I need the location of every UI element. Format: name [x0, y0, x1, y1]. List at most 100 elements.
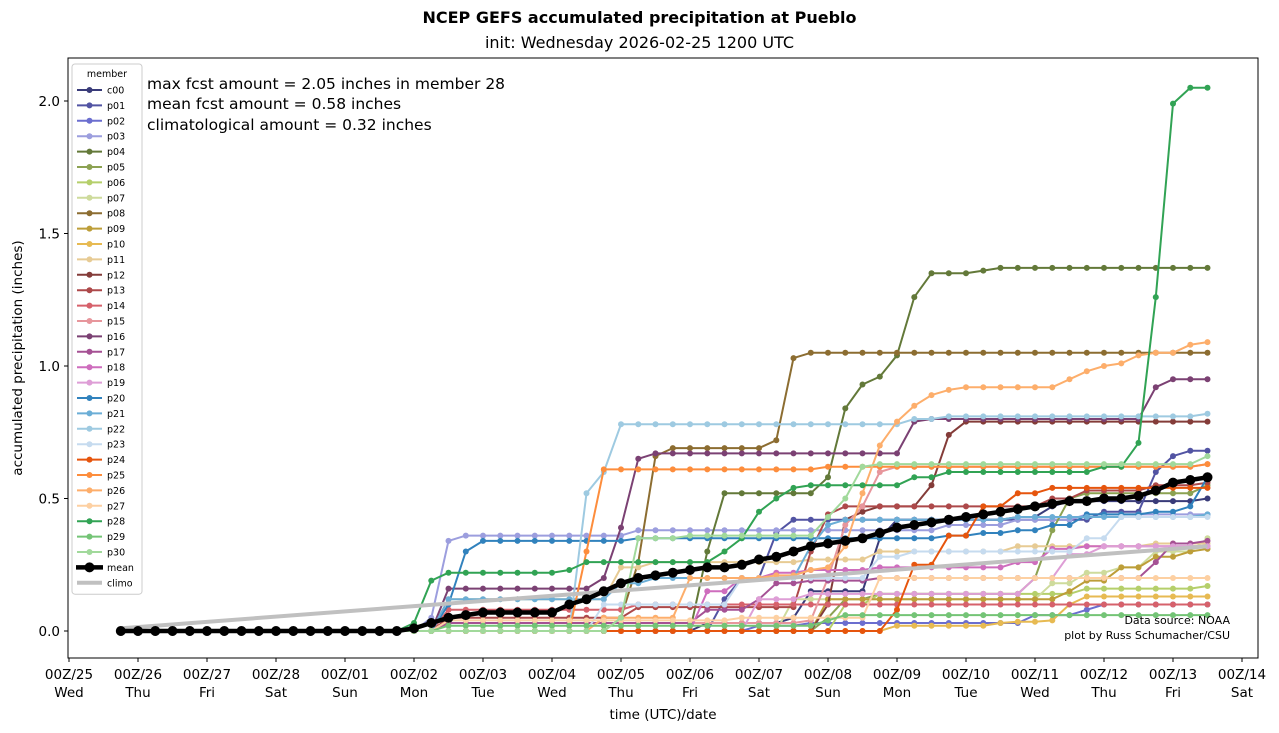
point-p25-30: [635, 466, 642, 473]
point-p16-35: [721, 450, 728, 457]
point-p25-37: [756, 466, 762, 473]
point-p30-19: [445, 628, 452, 634]
point-p25-41: [825, 463, 831, 470]
point-p08-48: [945, 349, 952, 356]
point-p03-43: [859, 527, 866, 534]
point-p26-59: [1135, 352, 1142, 359]
point-p29-46: [911, 612, 918, 619]
point-p22-33: [687, 421, 693, 428]
point-p21-53: [1032, 514, 1038, 520]
point-mean-53: [1030, 501, 1040, 512]
point-mean-41: [823, 538, 833, 549]
point-mean-45: [892, 522, 902, 533]
point-p30-23: [514, 628, 521, 634]
point-p23-62: [1187, 514, 1194, 520]
legend-marker: [86, 241, 93, 247]
legend-item-p08: p08: [77, 209, 125, 220]
point-p16-39: [790, 450, 797, 457]
point-mean-7: [236, 626, 247, 636]
point-p28-25: [549, 569, 555, 576]
point-mean-26: [564, 599, 575, 610]
point-p23-57: [1101, 535, 1107, 542]
point-p28-49: [963, 469, 969, 475]
point-p29-53: [1032, 612, 1038, 619]
point-p24-54: [1049, 484, 1056, 491]
point-p11-52: [1014, 543, 1021, 550]
x-tick-label: 00Z/25: [45, 667, 93, 683]
point-p10-46: [911, 622, 918, 629]
point-p03-20: [462, 532, 469, 539]
point-p25-33: [687, 466, 693, 473]
point-p26-58: [1118, 360, 1125, 367]
legend-label: p19: [107, 378, 125, 389]
legend-marker: [86, 117, 93, 124]
point-p06-61: [1170, 585, 1176, 592]
point-p23-34: [704, 601, 711, 608]
point-mean-59: [1133, 490, 1144, 501]
point-mean-43: [857, 533, 868, 544]
point-p26-52: [1014, 384, 1021, 391]
point-p08-55: [1066, 349, 1073, 356]
point-mean-55: [1064, 496, 1075, 507]
legend-marker: [86, 502, 93, 509]
point-p03-24: [531, 532, 538, 539]
point-p09-47: [928, 596, 935, 603]
point-p23-51: [997, 548, 1004, 555]
point-p08-53: [1032, 349, 1038, 356]
point-p24-43: [859, 628, 866, 634]
point-p04-55: [1066, 264, 1073, 271]
point-p26-48: [945, 386, 952, 393]
legend-label: p08: [107, 209, 125, 220]
point-p26-57: [1101, 363, 1107, 369]
point-p25-42: [842, 463, 849, 470]
point-p04-42: [842, 405, 849, 412]
point-p29-34: [704, 622, 711, 629]
point-p28-63: [1204, 84, 1211, 91]
legend-item-p22: p22: [77, 424, 125, 435]
point-p14-60: [1152, 601, 1159, 608]
point-p21-51: [997, 516, 1004, 523]
point-p27-22: [497, 617, 504, 624]
point-p25-34: [704, 466, 711, 473]
point-p19-39: [790, 596, 797, 603]
point-p20-21: [480, 537, 486, 544]
y-tick-label: 1.5: [39, 227, 60, 243]
point-p26-51: [997, 384, 1004, 391]
point-mean-14: [357, 626, 368, 636]
point-p16-38: [773, 450, 780, 457]
point-p24-56: [1083, 484, 1090, 491]
point-p18-34: [704, 588, 711, 595]
point-p16-28: [600, 575, 607, 581]
x-tick-label: 00Z/11: [1011, 667, 1059, 683]
point-p16-40: [807, 450, 814, 457]
legend-marker: [86, 333, 93, 340]
point-p06-58: [1118, 585, 1125, 592]
point-p25-63: [1204, 461, 1211, 468]
point-p27-59: [1135, 575, 1142, 581]
point-p03-50: [980, 522, 987, 528]
point-p03-49: [963, 522, 969, 528]
point-p27-36: [738, 614, 745, 621]
legend-label: p12: [107, 270, 125, 281]
point-p29-56: [1083, 612, 1090, 619]
legend-marker: [86, 225, 93, 232]
point-p30-57: [1101, 461, 1107, 468]
point-p08-54: [1049, 349, 1056, 356]
x-tick-day-label: Thu: [607, 685, 633, 701]
point-p29-62: [1187, 612, 1194, 619]
point-p08-39: [790, 355, 797, 362]
point-p21-42: [842, 516, 849, 523]
point-p26-49: [963, 384, 969, 391]
point-p27-25: [549, 617, 555, 624]
legend-marker: [86, 410, 93, 417]
point-p27-53: [1032, 575, 1038, 581]
point-p25-29: [618, 466, 624, 473]
point-p24-55: [1066, 484, 1073, 491]
point-p28-50: [980, 469, 987, 475]
point-p10-47: [928, 622, 935, 629]
point-p20-29: [618, 537, 624, 544]
annotation-max: max fcst amount = 2.05 inches in member …: [147, 75, 505, 93]
point-p21-41: [825, 522, 831, 528]
point-p19-57: [1101, 543, 1107, 550]
point-p24-38: [773, 628, 780, 634]
